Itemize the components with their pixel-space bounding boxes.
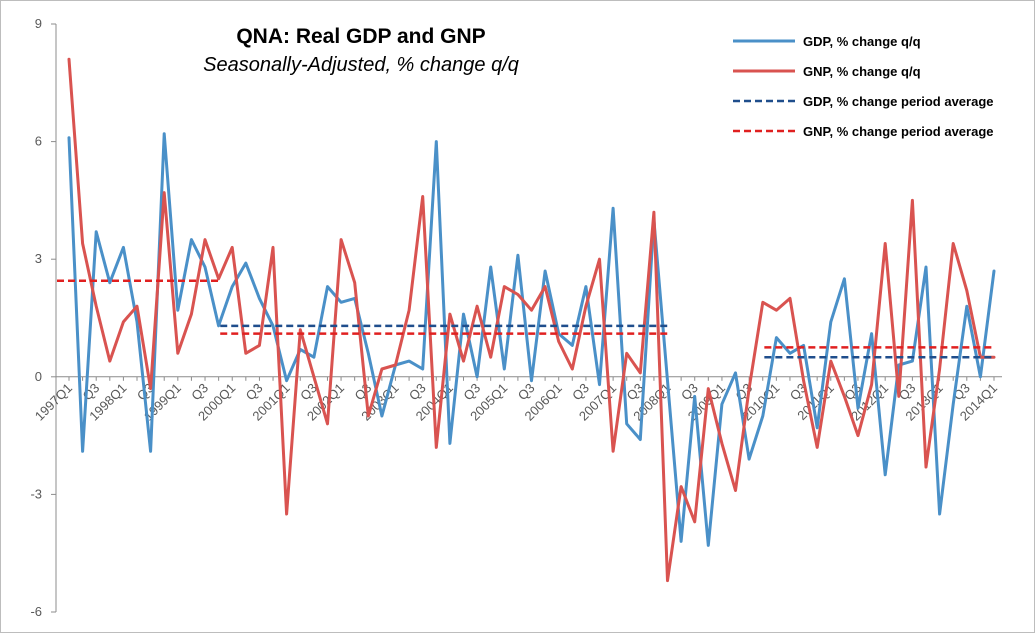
chart-subtitle: Seasonally-Adjusted, % change q/q (203, 54, 519, 76)
series-line-0 (67, 132, 996, 547)
x-tick-label: 1997Q1 (32, 380, 75, 423)
y-tick-label: 3 (35, 251, 42, 266)
y-tick-label: -6 (30, 604, 42, 619)
y-tick-label: -3 (30, 486, 42, 501)
legend-label: GDP, % change q/q (803, 34, 921, 49)
y-tick-label: 6 (35, 134, 42, 149)
series-layer (57, 57, 996, 583)
series-line-1 (67, 57, 996, 583)
legend-label: GNP, % change q/q (803, 64, 921, 79)
chart-title: QNA: Real GDP and GNP (236, 25, 485, 48)
legend-label: GDP, % change period average (803, 94, 994, 109)
y-tick-label: 9 (35, 16, 42, 31)
y-axis: -6 -3 0 3 6 9 (30, 16, 57, 619)
legend-label: GNP, % change period average (803, 124, 994, 139)
legend: GDP, % change q/q GNP, % change q/q GDP, %… (733, 34, 994, 139)
y-tick-label: 0 (35, 369, 42, 384)
